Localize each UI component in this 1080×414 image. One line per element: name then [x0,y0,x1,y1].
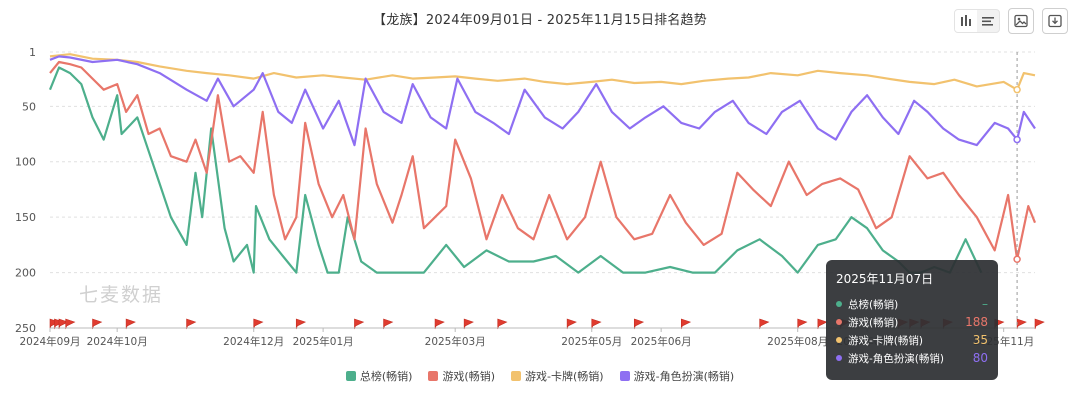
watermark: 七麦数据 [79,284,164,306]
image-download-icon[interactable] [1008,8,1034,34]
tooltip-series-name: 游戏-角色扮演(畅销) [848,352,944,365]
cursor-point [1013,135,1021,144]
tooltip-dot [836,319,842,325]
event-flag [186,318,197,330]
tooltip-row: 游戏-角色扮演(畅销) 80 [836,349,988,367]
x-tick-label: 2025年06月 [631,335,692,348]
x-tick-label: 2025年01月 [293,335,354,348]
x-tick-label: 2024年09月 [19,335,80,348]
event-flag [1034,318,1045,330]
download-icon[interactable] [1042,8,1068,34]
tooltip-dot [836,301,842,307]
legend-label: 游戏(畅销) [442,370,496,383]
event-flag [680,318,692,330]
tooltip-row: 总榜(畅销) – [836,295,988,313]
bar-chart-icon[interactable] [955,10,977,32]
series-line-1 [49,60,1037,261]
legend-swatch [428,371,439,381]
x-tick-label: 2025年03月 [425,335,486,348]
event-flag [434,318,445,330]
legend-item[interactable]: 总榜(畅销) [345,368,413,384]
legend-item[interactable]: 游戏(畅销) [428,368,495,384]
tooltip-value: 35 [972,333,988,347]
event-flag [92,318,103,330]
list-icon[interactable] [977,10,999,32]
tooltip-date: 2025年11月07日 [836,272,934,286]
y-tick-label: 250 [15,322,36,335]
chart-toolbar [954,8,1068,34]
cursor-point [1013,85,1021,94]
event-flag [65,318,76,330]
tooltip-value: 80 [972,351,988,365]
x-tick-label: 2024年12月 [223,335,284,348]
event-flag [797,318,808,330]
event-flag [253,318,264,330]
series-line-0 [48,66,983,274]
legend-swatch [511,371,522,381]
legend-swatch [619,371,630,381]
event-flag [497,318,508,330]
view-toggle [954,9,1000,33]
tooltip-row: 游戏-卡牌(畅销) 35 [836,331,988,349]
event-flag [566,318,577,330]
y-tick-label: 1 [29,46,36,59]
x-tick-label: 2025年08月 [767,335,828,348]
legend-label: 游戏-角色扮演(畅销) [633,370,735,383]
event-flag [295,318,307,330]
tooltip-series-name: 游戏-卡牌(畅销) [848,334,923,347]
y-tick-label: 150 [15,211,36,224]
x-tick-label: 2025年05月 [561,335,622,348]
y-tick-label: 200 [15,267,36,280]
y-tick-label: 100 [15,156,36,169]
event-flag [591,318,602,330]
legend-item[interactable]: 游戏-角色扮演(畅销) [619,368,735,384]
series-line-2 [49,53,1036,91]
chart-title: 【龙族】2024年09月01日 - 2025年11月15日排名趋势 [373,13,707,28]
tooltip-value: – [982,297,988,311]
legend-swatch [345,371,356,381]
legend-label: 游戏-卡牌(畅销) [525,370,604,383]
event-flag [125,318,136,330]
event-flag [759,318,770,330]
hover-tooltip: 2025年11月07日 总榜(畅销) – 游戏(畅销) 188 游戏-卡牌(畅销) 35 游… [826,260,998,380]
y-tick-label: 50 [22,100,36,113]
event-flag [383,318,394,330]
cursor-point [1013,255,1021,264]
series-line-3 [49,55,1036,147]
tooltip-value: 188 [965,315,988,329]
chart-legend: 总榜(畅销) 游戏(畅销) 游戏-卡牌(畅销) 游戏-角色扮演(畅销) [0,368,1080,384]
tooltip-dot [836,355,842,361]
tooltip-dot [836,337,842,343]
tooltip-row: 游戏(畅销) 188 [836,313,988,331]
event-flag [354,318,365,330]
tooltip-series-name: 总榜(畅销) [848,298,899,311]
event-flag [633,318,645,330]
legend-label: 总榜(畅销) [359,370,413,383]
x-tick-label: 2024年10月 [87,335,148,348]
legend-item[interactable]: 游戏-卡牌(畅销) [511,368,604,384]
event-flag [463,318,474,330]
tooltip-series-name: 游戏(畅销) [848,316,899,329]
